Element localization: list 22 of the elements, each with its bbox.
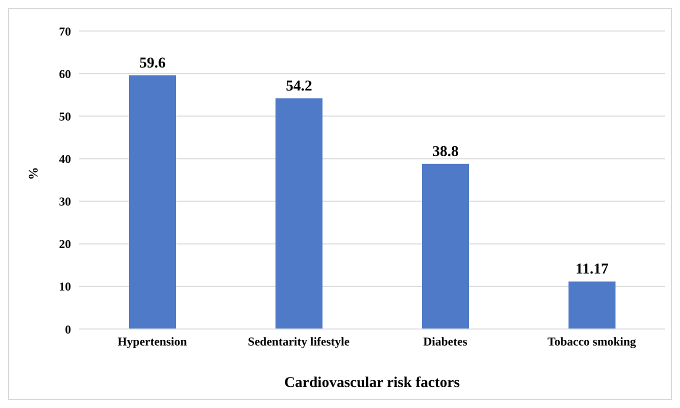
y-axis-title: % (26, 167, 41, 180)
y-tick-label: 70 (59, 24, 71, 38)
x-tick-label: Hypertension (118, 334, 188, 349)
bar (276, 98, 322, 329)
data-label: 38.8 (432, 144, 459, 160)
bar (568, 281, 616, 329)
y-tick-label: 30 (59, 194, 71, 209)
bar (129, 75, 176, 329)
data-label: 59.6 (139, 55, 166, 72)
data-label: 54.2 (286, 78, 312, 94)
y-tick-label: 0 (65, 322, 71, 336)
y-tick-label: 20 (59, 237, 71, 252)
x-axis-title: Cardiovascular risk factors (284, 375, 460, 391)
bar (422, 164, 469, 329)
x-tick-label: Sedentarity lifestyle (248, 334, 350, 349)
y-tick-label: 40 (59, 152, 71, 166)
x-tick-label: Tobacco smoking (547, 334, 636, 349)
y-tick-label: 50 (59, 109, 71, 124)
y-tick-label: 60 (59, 66, 71, 81)
x-tick-label: Diabetes (423, 334, 468, 349)
data-label: 11.17 (576, 261, 609, 278)
y-tick-label: 10 (59, 280, 71, 294)
